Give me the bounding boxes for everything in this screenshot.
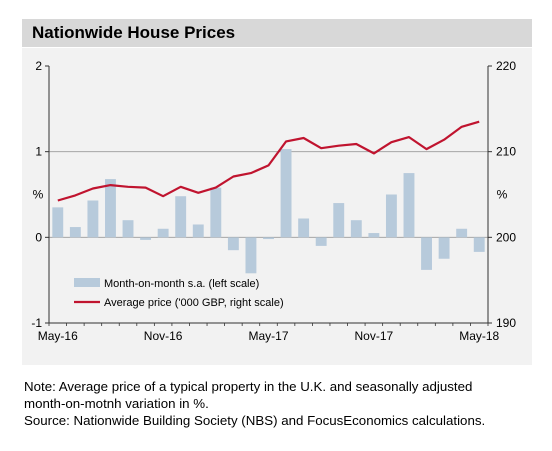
bar	[52, 207, 64, 238]
legend-label-line: Average price ('000 GBP, right scale)	[104, 297, 284, 309]
right-tick-label: 200	[496, 230, 516, 244]
legend-swatch-bar	[74, 278, 100, 287]
bar-series	[52, 149, 485, 274]
x-tick-label: Nov-17	[355, 329, 394, 343]
bar	[368, 233, 380, 238]
left-tick-label: -1	[31, 316, 42, 330]
bar	[192, 224, 204, 238]
bar	[473, 237, 485, 252]
bar	[333, 203, 345, 238]
bar	[298, 218, 310, 238]
bar	[280, 149, 292, 238]
left-tick-label: 1	[35, 145, 42, 159]
bar	[87, 200, 99, 238]
bar	[69, 227, 81, 238]
bar	[350, 220, 362, 238]
bar	[438, 237, 450, 259]
x-tick-label: May-16	[38, 329, 78, 343]
right-tick-label: 220	[496, 59, 516, 73]
note-line-1: Note: Average price of a typical propert…	[24, 379, 473, 394]
source-line: Source: Nationwide Building Society (NBS…	[24, 413, 486, 428]
right-axis-unit: %	[497, 188, 508, 202]
bar	[140, 237, 152, 240]
chart-title: Nationwide House Prices	[32, 23, 236, 42]
x-tick-label: May-17	[248, 329, 288, 343]
left-axis-unit: %	[33, 188, 44, 202]
line-series	[57, 120, 480, 202]
bar	[227, 237, 239, 251]
bar	[456, 228, 468, 238]
bar	[263, 237, 274, 240]
bar	[105, 179, 116, 238]
bar	[122, 220, 134, 238]
bar	[175, 196, 187, 238]
bar	[210, 187, 222, 238]
right-tick-label: 190	[496, 316, 516, 330]
axes	[45, 65, 492, 326]
bar	[315, 237, 327, 246]
bar	[421, 237, 432, 270]
left-tick-label: 0	[35, 230, 42, 244]
note-line-2: month-on-motnh variation in %.	[24, 396, 209, 411]
bar	[157, 228, 169, 238]
title-bar: Nationwide House Prices	[22, 19, 532, 47]
legend-label-bar: Month-on-month s.a. (left scale)	[104, 278, 259, 290]
legend: Month-on-month s.a. (left scale) Average …	[74, 278, 284, 309]
left-tick-label: 2	[35, 59, 42, 73]
price-line	[57, 120, 480, 202]
bar	[245, 237, 257, 274]
x-tick-label: May-18	[459, 329, 499, 343]
chart-note: Note: Average price of a typical propert…	[24, 378, 534, 429]
right-tick-label: 210	[496, 145, 516, 159]
bar	[385, 194, 397, 238]
bar	[403, 173, 415, 238]
x-tick-label: Nov-16	[144, 329, 183, 343]
